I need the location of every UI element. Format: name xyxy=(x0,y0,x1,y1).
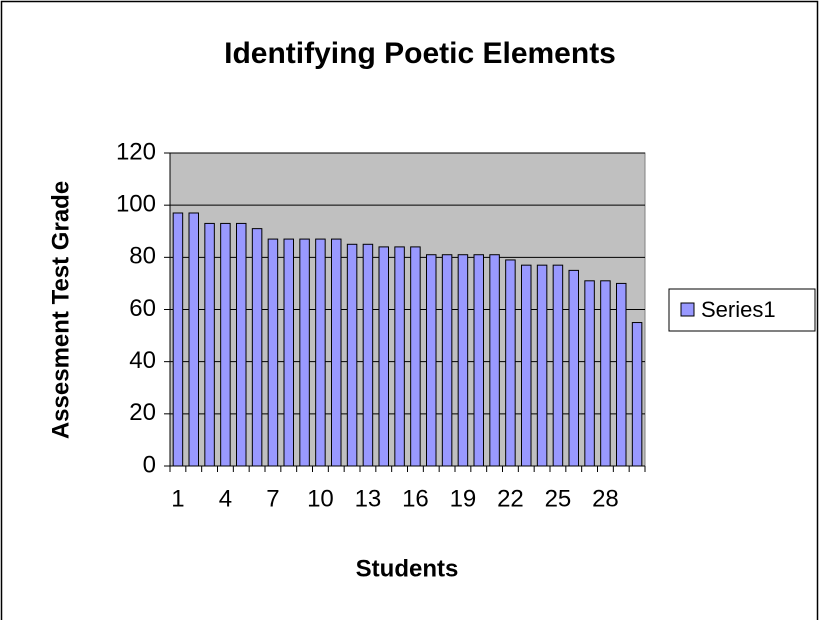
bar xyxy=(410,246,421,467)
x-tick-label: 25 xyxy=(545,485,572,512)
bar xyxy=(236,222,247,467)
y-tick-label: 40 xyxy=(129,347,156,374)
bar xyxy=(267,238,279,467)
y-tick-label: 60 xyxy=(129,295,156,322)
x-tick-label: 4 xyxy=(219,485,232,512)
bar xyxy=(536,264,548,467)
x-tick-label: 7 xyxy=(266,485,279,512)
bar xyxy=(346,243,358,467)
bar xyxy=(362,243,374,467)
bar xyxy=(489,254,500,467)
bar xyxy=(616,282,627,467)
x-tick-label: 28 xyxy=(592,485,619,512)
bar xyxy=(505,259,516,467)
legend-label: Series1 xyxy=(701,297,776,322)
bar xyxy=(568,269,579,467)
bar xyxy=(521,264,532,467)
x-axis-label: Students xyxy=(356,555,459,582)
bar xyxy=(283,238,294,467)
bar xyxy=(378,246,389,467)
x-tick-label: 16 xyxy=(402,485,429,512)
bar xyxy=(600,280,611,467)
y-tick-label: 20 xyxy=(129,399,156,426)
y-tick-label: 0 xyxy=(143,451,156,478)
y-tick-label: 120 xyxy=(116,138,156,165)
bar xyxy=(331,238,342,467)
bar xyxy=(441,254,453,467)
bar xyxy=(299,238,310,467)
bar xyxy=(552,264,564,467)
bar xyxy=(473,254,484,467)
x-tick-label: 10 xyxy=(307,485,334,512)
bar xyxy=(631,322,643,467)
bar xyxy=(220,222,231,467)
bar xyxy=(584,280,595,467)
x-tick-label: 13 xyxy=(355,485,382,512)
legend-swatch xyxy=(680,302,695,317)
y-tick-label: 80 xyxy=(129,243,156,270)
y-tick-label: 100 xyxy=(116,191,156,218)
x-tick-label: 22 xyxy=(497,485,524,512)
bar xyxy=(188,212,199,467)
bar xyxy=(251,228,263,467)
chart-title: Identifying Poetic Elements xyxy=(224,37,616,70)
y-axis-label: Assesment Test Grade xyxy=(47,181,74,439)
x-tick-label: 19 xyxy=(450,485,477,512)
bar xyxy=(394,246,405,467)
bar xyxy=(315,238,326,467)
bar xyxy=(172,212,184,467)
bar xyxy=(457,254,469,467)
bar xyxy=(204,222,215,467)
bar xyxy=(426,254,437,467)
x-tick-label: 1 xyxy=(171,485,184,512)
